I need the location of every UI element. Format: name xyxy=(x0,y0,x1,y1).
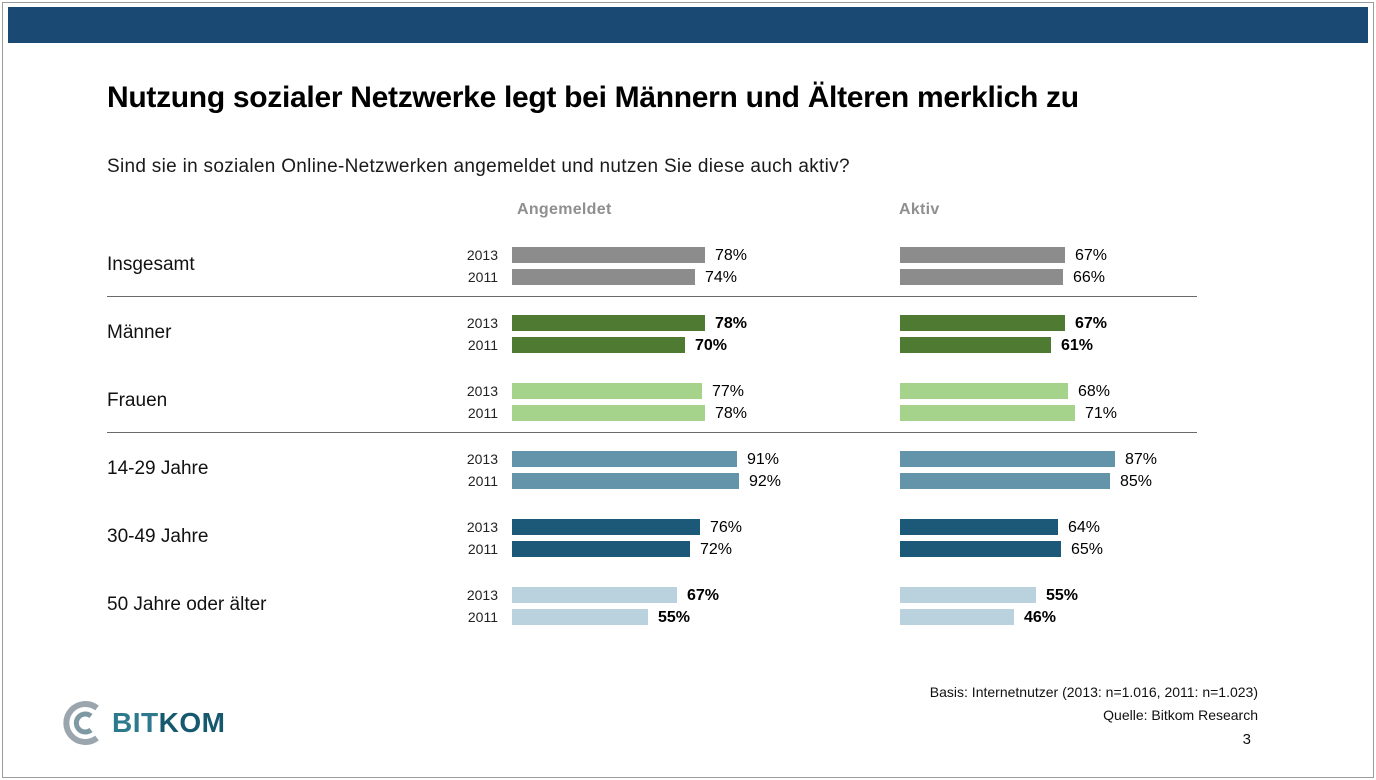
bar-chart: Insgesamt 2013 78% 67% 2011 74% 66% Männer 2013 7… xyxy=(3,3,1373,777)
page-number: 3 xyxy=(1242,731,1251,748)
value-label: 67% xyxy=(687,587,720,604)
value-label: 85% xyxy=(1120,473,1153,490)
year-label: 2013 xyxy=(466,519,498,535)
group-label: Frauen xyxy=(107,390,168,411)
bitkom-logo: BITKOM xyxy=(59,697,225,749)
value-label: 46% xyxy=(1024,609,1057,626)
value-label: 78% xyxy=(715,315,748,332)
bar-angemeldet-2013 xyxy=(512,519,700,535)
value-label: 55% xyxy=(658,609,691,626)
bar-angemeldet-2011 xyxy=(512,473,739,489)
group-label: 14-29 Jahre xyxy=(107,458,209,479)
year-label: 2013 xyxy=(466,383,498,399)
bar-aktiv-2011 xyxy=(900,269,1063,285)
bar-angemeldet-2011 xyxy=(512,269,695,285)
group-label: 50 Jahre oder älter xyxy=(107,594,267,615)
value-label: 76% xyxy=(710,519,743,536)
value-label: 87% xyxy=(1125,451,1158,468)
bar-aktiv-2011 xyxy=(900,609,1014,625)
bar-aktiv-2013 xyxy=(900,247,1065,263)
bar-aktiv-2011 xyxy=(900,405,1075,421)
basis-note: Basis: Internetnutzer (2013: n=1.016, 20… xyxy=(929,684,1258,700)
bar-angemeldet-2011 xyxy=(512,405,705,421)
bar-angemeldet-2013 xyxy=(512,247,705,263)
logo-text-bit: BIT xyxy=(112,707,159,738)
survey-question: Sind sie in sozialen Online-Netzwerken a… xyxy=(107,156,850,177)
bar-angemeldet-2013 xyxy=(512,587,677,603)
bar-aktiv-2011 xyxy=(900,473,1110,489)
year-label: 2011 xyxy=(467,337,498,353)
bitkom-logo-icon xyxy=(63,701,99,745)
year-label: 2013 xyxy=(466,315,498,331)
column-header-aktiv: Aktiv xyxy=(899,201,940,218)
value-label: 91% xyxy=(747,451,780,468)
value-label: 61% xyxy=(1061,337,1094,354)
bar-aktiv-2013 xyxy=(900,587,1036,603)
bar-aktiv-2011 xyxy=(900,337,1051,353)
source-note: Quelle: Bitkom Research xyxy=(1103,707,1258,723)
value-label: 68% xyxy=(1078,383,1111,400)
bar-angemeldet-2011 xyxy=(512,541,690,557)
bar-angemeldet-2011 xyxy=(512,609,648,625)
bar-angemeldet-2011 xyxy=(512,337,685,353)
footer: Basis: Internetnutzer (2013: n=1.016, 20… xyxy=(930,681,1258,727)
group-label: Insgesamt xyxy=(107,254,195,275)
bar-aktiv-2013 xyxy=(900,451,1115,467)
year-label: 2011 xyxy=(467,473,498,489)
year-label: 2011 xyxy=(467,405,498,421)
year-label: 2013 xyxy=(466,247,498,263)
year-label: 2013 xyxy=(466,451,498,467)
value-label: 92% xyxy=(749,473,782,490)
bar-aktiv-2013 xyxy=(900,519,1058,535)
logo-text-kom: KOM xyxy=(158,707,226,738)
bar-angemeldet-2013 xyxy=(512,383,702,399)
year-label: 2013 xyxy=(466,587,498,603)
group-label: Männer xyxy=(107,322,172,343)
value-label: 72% xyxy=(700,541,733,558)
value-label: 70% xyxy=(695,337,728,354)
value-label: 67% xyxy=(1075,247,1108,264)
bar-aktiv-2013 xyxy=(900,383,1068,399)
separator-line xyxy=(107,296,1197,297)
value-label: 67% xyxy=(1075,315,1108,332)
value-label: 66% xyxy=(1073,269,1106,286)
slide-title: Nutzung sozialer Netzwerke legt bei Männ… xyxy=(107,81,1079,114)
bar-aktiv-2011 xyxy=(900,541,1061,557)
value-label: 77% xyxy=(712,383,745,400)
value-label: 71% xyxy=(1085,405,1118,422)
year-label: 2011 xyxy=(467,609,498,625)
year-label: 2011 xyxy=(467,541,498,557)
logo-text: BITKOM xyxy=(112,707,225,739)
value-label: 64% xyxy=(1068,519,1101,536)
bar-angemeldet-2013 xyxy=(512,451,737,467)
value-label: 65% xyxy=(1071,541,1104,558)
column-header-angemeldet: Angemeldet xyxy=(517,201,612,218)
value-label: 74% xyxy=(705,269,738,286)
year-label: 2011 xyxy=(467,269,498,285)
value-label: 55% xyxy=(1046,587,1079,604)
group-label: 30-49 Jahre xyxy=(107,526,209,547)
separator-line xyxy=(107,432,1197,433)
value-label: 78% xyxy=(715,247,748,264)
header-bar xyxy=(8,7,1368,43)
bar-aktiv-2013 xyxy=(900,315,1065,331)
value-label: 78% xyxy=(715,405,748,422)
bar-angemeldet-2013 xyxy=(512,315,705,331)
